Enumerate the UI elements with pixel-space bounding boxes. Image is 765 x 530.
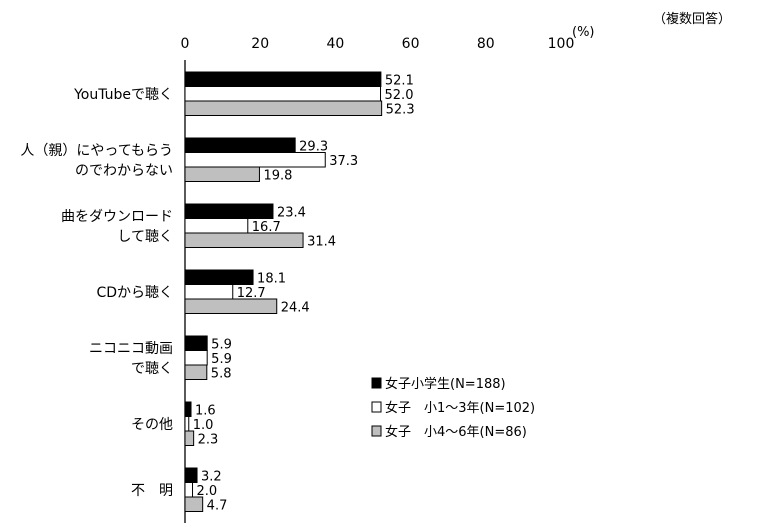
data-label: 52.0: [385, 88, 414, 103]
data-label: 52.1: [385, 73, 414, 88]
bar: [184, 86, 382, 102]
tick-label: 100: [548, 36, 575, 52]
bar: [184, 137, 296, 153]
category-label: 人（親）にやってもらう: [20, 143, 173, 159]
data-label: 1.6: [195, 403, 216, 418]
tick-label: 80: [477, 36, 495, 52]
legend-label: 女子小学生(N=188): [385, 376, 506, 392]
data-label: 3.2: [201, 469, 222, 484]
bar: [184, 350, 208, 366]
legend-swatch: [371, 377, 382, 389]
category-label: CDから聴く: [96, 285, 173, 301]
data-label: 5.9: [211, 352, 232, 367]
category-label: して聴く: [117, 229, 173, 245]
bar: [184, 152, 326, 168]
data-label: 16.7: [252, 220, 281, 235]
data-label: 12.7: [237, 286, 266, 301]
bar: [184, 203, 274, 219]
tick-label: 0: [181, 36, 190, 52]
bar: [184, 430, 195, 446]
unit-label: (%): [572, 25, 595, 40]
category-label: のでわからない: [75, 163, 173, 179]
bar: [184, 218, 249, 234]
multiple-answer-note: （複数回答）: [653, 11, 731, 27]
legend-label: 女子 小4～6年(N=86): [385, 424, 527, 440]
bar: [184, 298, 278, 314]
data-label: 23.4: [277, 205, 306, 220]
data-label: 37.3: [329, 154, 358, 169]
bar: [184, 166, 260, 182]
legend-label: 女子 小1～3年(N=102): [385, 400, 535, 416]
bar: [184, 482, 194, 498]
data-label: 31.4: [307, 234, 336, 249]
bar: [184, 232, 304, 248]
legend-swatch: [371, 425, 382, 437]
bar: [184, 269, 254, 285]
tick-label: 20: [251, 36, 269, 52]
data-label: 18.1: [257, 271, 286, 286]
bar: [184, 467, 198, 483]
data-label: 52.3: [386, 102, 415, 117]
category-label: で聴く: [131, 361, 173, 377]
category-label: 不 明: [131, 483, 173, 499]
category-label: ニコニコ動画: [89, 341, 173, 357]
bar: [184, 100, 383, 116]
data-label: 1.0: [193, 418, 214, 433]
data-label: 5.9: [211, 337, 232, 352]
data-label: 24.4: [281, 300, 310, 315]
data-label: 29.3: [299, 139, 328, 154]
data-label: 5.8: [211, 366, 232, 381]
bar: [184, 71, 382, 87]
category-label: 曲をダウンロード: [61, 209, 173, 225]
bar: [184, 401, 192, 417]
data-label: 19.8: [263, 168, 292, 183]
data-label: 2.3: [198, 432, 219, 447]
bar: [184, 364, 208, 380]
data-label: 2.0: [197, 484, 218, 499]
bar: [184, 496, 204, 512]
category-label: YouTubeで聴く: [73, 87, 173, 103]
bar: [184, 335, 208, 351]
bar: [184, 284, 234, 300]
tick-label: 40: [326, 36, 344, 52]
tick-label: 60: [402, 36, 420, 52]
bar: [184, 416, 190, 432]
legend-swatch: [371, 401, 382, 413]
category-label: その他: [131, 417, 173, 433]
data-label: 4.7: [207, 498, 228, 513]
